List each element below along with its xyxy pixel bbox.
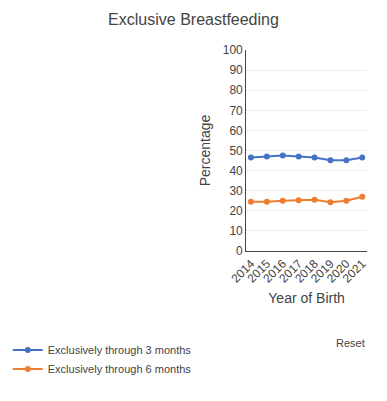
svg-text:2015: 2015	[244, 257, 273, 286]
svg-text:70: 70	[229, 104, 243, 118]
svg-text:10: 10	[229, 224, 243, 238]
svg-text:Reset: Reset	[336, 337, 365, 349]
svg-text:80: 80	[229, 83, 243, 97]
svg-text:2017: 2017	[276, 257, 305, 286]
svg-text:0: 0	[236, 244, 243, 258]
svg-text:Exclusively through 6 months: Exclusively through 6 months	[48, 363, 192, 375]
svg-text:40: 40	[229, 164, 243, 178]
svg-text:Exclusive Breastfeeding: Exclusive Breastfeeding	[108, 11, 279, 28]
svg-text:Exclusively through 3 months: Exclusively through 3 months	[48, 344, 192, 356]
svg-text:Percentage: Percentage	[197, 114, 213, 186]
svg-text:100: 100	[223, 43, 243, 57]
svg-text:2016: 2016	[260, 257, 289, 286]
svg-text:90: 90	[229, 63, 243, 77]
svg-text:Year of Birth: Year of Birth	[268, 290, 345, 306]
svg-text:2020: 2020	[324, 257, 353, 286]
svg-text:20: 20	[229, 204, 243, 218]
svg-text:2019: 2019	[308, 257, 337, 286]
svg-text:60: 60	[229, 124, 243, 138]
svg-text:50: 50	[229, 144, 243, 158]
svg-text:2014: 2014	[229, 257, 258, 286]
svg-text:2018: 2018	[292, 257, 321, 286]
svg-text:30: 30	[229, 184, 243, 198]
svg-text:2021: 2021	[340, 257, 369, 286]
